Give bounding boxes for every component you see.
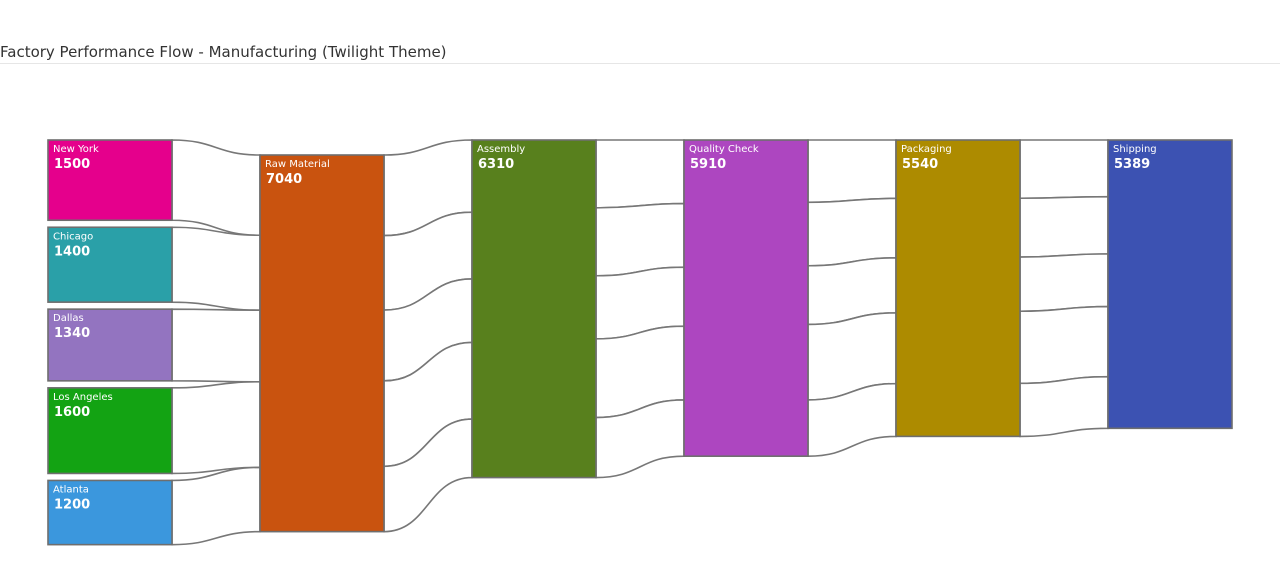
node-dal-rect[interactable] [47, 308, 173, 382]
node-ny[interactable]: New York 1500 [47, 139, 173, 222]
node-pkg-value: 5540 [902, 157, 938, 172]
node-la-value: 1600 [54, 405, 90, 420]
node-raw-label: Raw Material [265, 159, 330, 170]
node-atl-rect[interactable] [47, 479, 173, 546]
node-dal[interactable]: Dallas 1340 [47, 308, 173, 382]
node-ny-rect[interactable] [47, 139, 173, 222]
node-la-rect[interactable] [47, 387, 173, 475]
node-raw[interactable]: Raw Material 7040 [259, 154, 385, 533]
link-asm-to-qc-11[interactable] [595, 202, 685, 277]
link-asm-to-qc-10[interactable] [595, 139, 685, 209]
node-atl-value: 1200 [54, 497, 90, 512]
node-raw-value: 7040 [266, 172, 302, 187]
node-la[interactable]: Los Angeles 1600 [47, 387, 173, 475]
link-pkg-to-shp-22[interactable] [1019, 253, 1109, 313]
node-ny-label: New York [53, 144, 99, 155]
node-shp-value: 5389 [1114, 157, 1150, 172]
node-dal-value: 1340 [54, 326, 90, 341]
link-atl-to-raw-4[interactable] [171, 466, 261, 546]
node-chi-rect[interactable] [47, 226, 173, 303]
node-asm-value: 6310 [478, 157, 514, 172]
link-qc-to-pkg-16[interactable] [807, 197, 897, 267]
node-shp[interactable]: Shipping 5389 [1107, 139, 1233, 430]
link-qc-to-pkg-15[interactable] [807, 139, 897, 204]
node-ny-value: 1500 [54, 157, 90, 172]
node-chi[interactable]: Chicago 1400 [47, 226, 173, 303]
node-dal-label: Dallas [53, 313, 84, 324]
link-la-to-raw-3[interactable] [171, 381, 261, 475]
node-asm[interactable]: Assembly 6310 [471, 139, 597, 479]
node-pkg[interactable]: Packaging 5540 [895, 139, 1021, 438]
node-la-label: Los Angeles [53, 392, 113, 403]
node-chi-value: 1400 [54, 244, 90, 259]
node-qc[interactable]: Quality Check 5910 [683, 139, 809, 457]
link-ny-to-raw-0[interactable] [171, 139, 261, 237]
node-atl[interactable]: Atlanta 1200 [47, 479, 173, 546]
node-chi-label: Chicago [53, 231, 93, 242]
links-layer [171, 139, 1109, 546]
link-chi-to-raw-1[interactable] [171, 226, 261, 311]
node-qc-label: Quality Check [689, 144, 759, 155]
link-pkg-to-shp-24[interactable] [1019, 375, 1109, 438]
node-qc-value: 5910 [690, 157, 726, 172]
node-atl-label: Atlanta [53, 484, 89, 495]
node-asm-rect[interactable] [471, 139, 597, 479]
node-shp-rect[interactable] [1107, 139, 1233, 430]
chart-title: Factory Performance Flow - Manufacturing… [0, 43, 447, 61]
node-raw-rect[interactable] [259, 154, 385, 533]
node-qc-rect[interactable] [683, 139, 809, 457]
title-divider [0, 63, 1280, 64]
node-pkg-label: Packaging [901, 144, 952, 155]
link-pkg-to-shp-23[interactable] [1019, 305, 1109, 385]
link-dal-to-raw-2[interactable] [171, 308, 261, 383]
node-shp-label: Shipping [1113, 144, 1157, 155]
node-pkg-rect[interactable] [895, 139, 1021, 438]
link-pkg-to-shp-20[interactable] [1019, 139, 1109, 200]
link-pkg-to-shp-21[interactable] [1019, 195, 1109, 258]
nodes-layer: New York 1500 Chicago 1400 Dallas 1340 Los Ang… [47, 139, 1233, 546]
node-asm-label: Assembly [477, 144, 525, 155]
